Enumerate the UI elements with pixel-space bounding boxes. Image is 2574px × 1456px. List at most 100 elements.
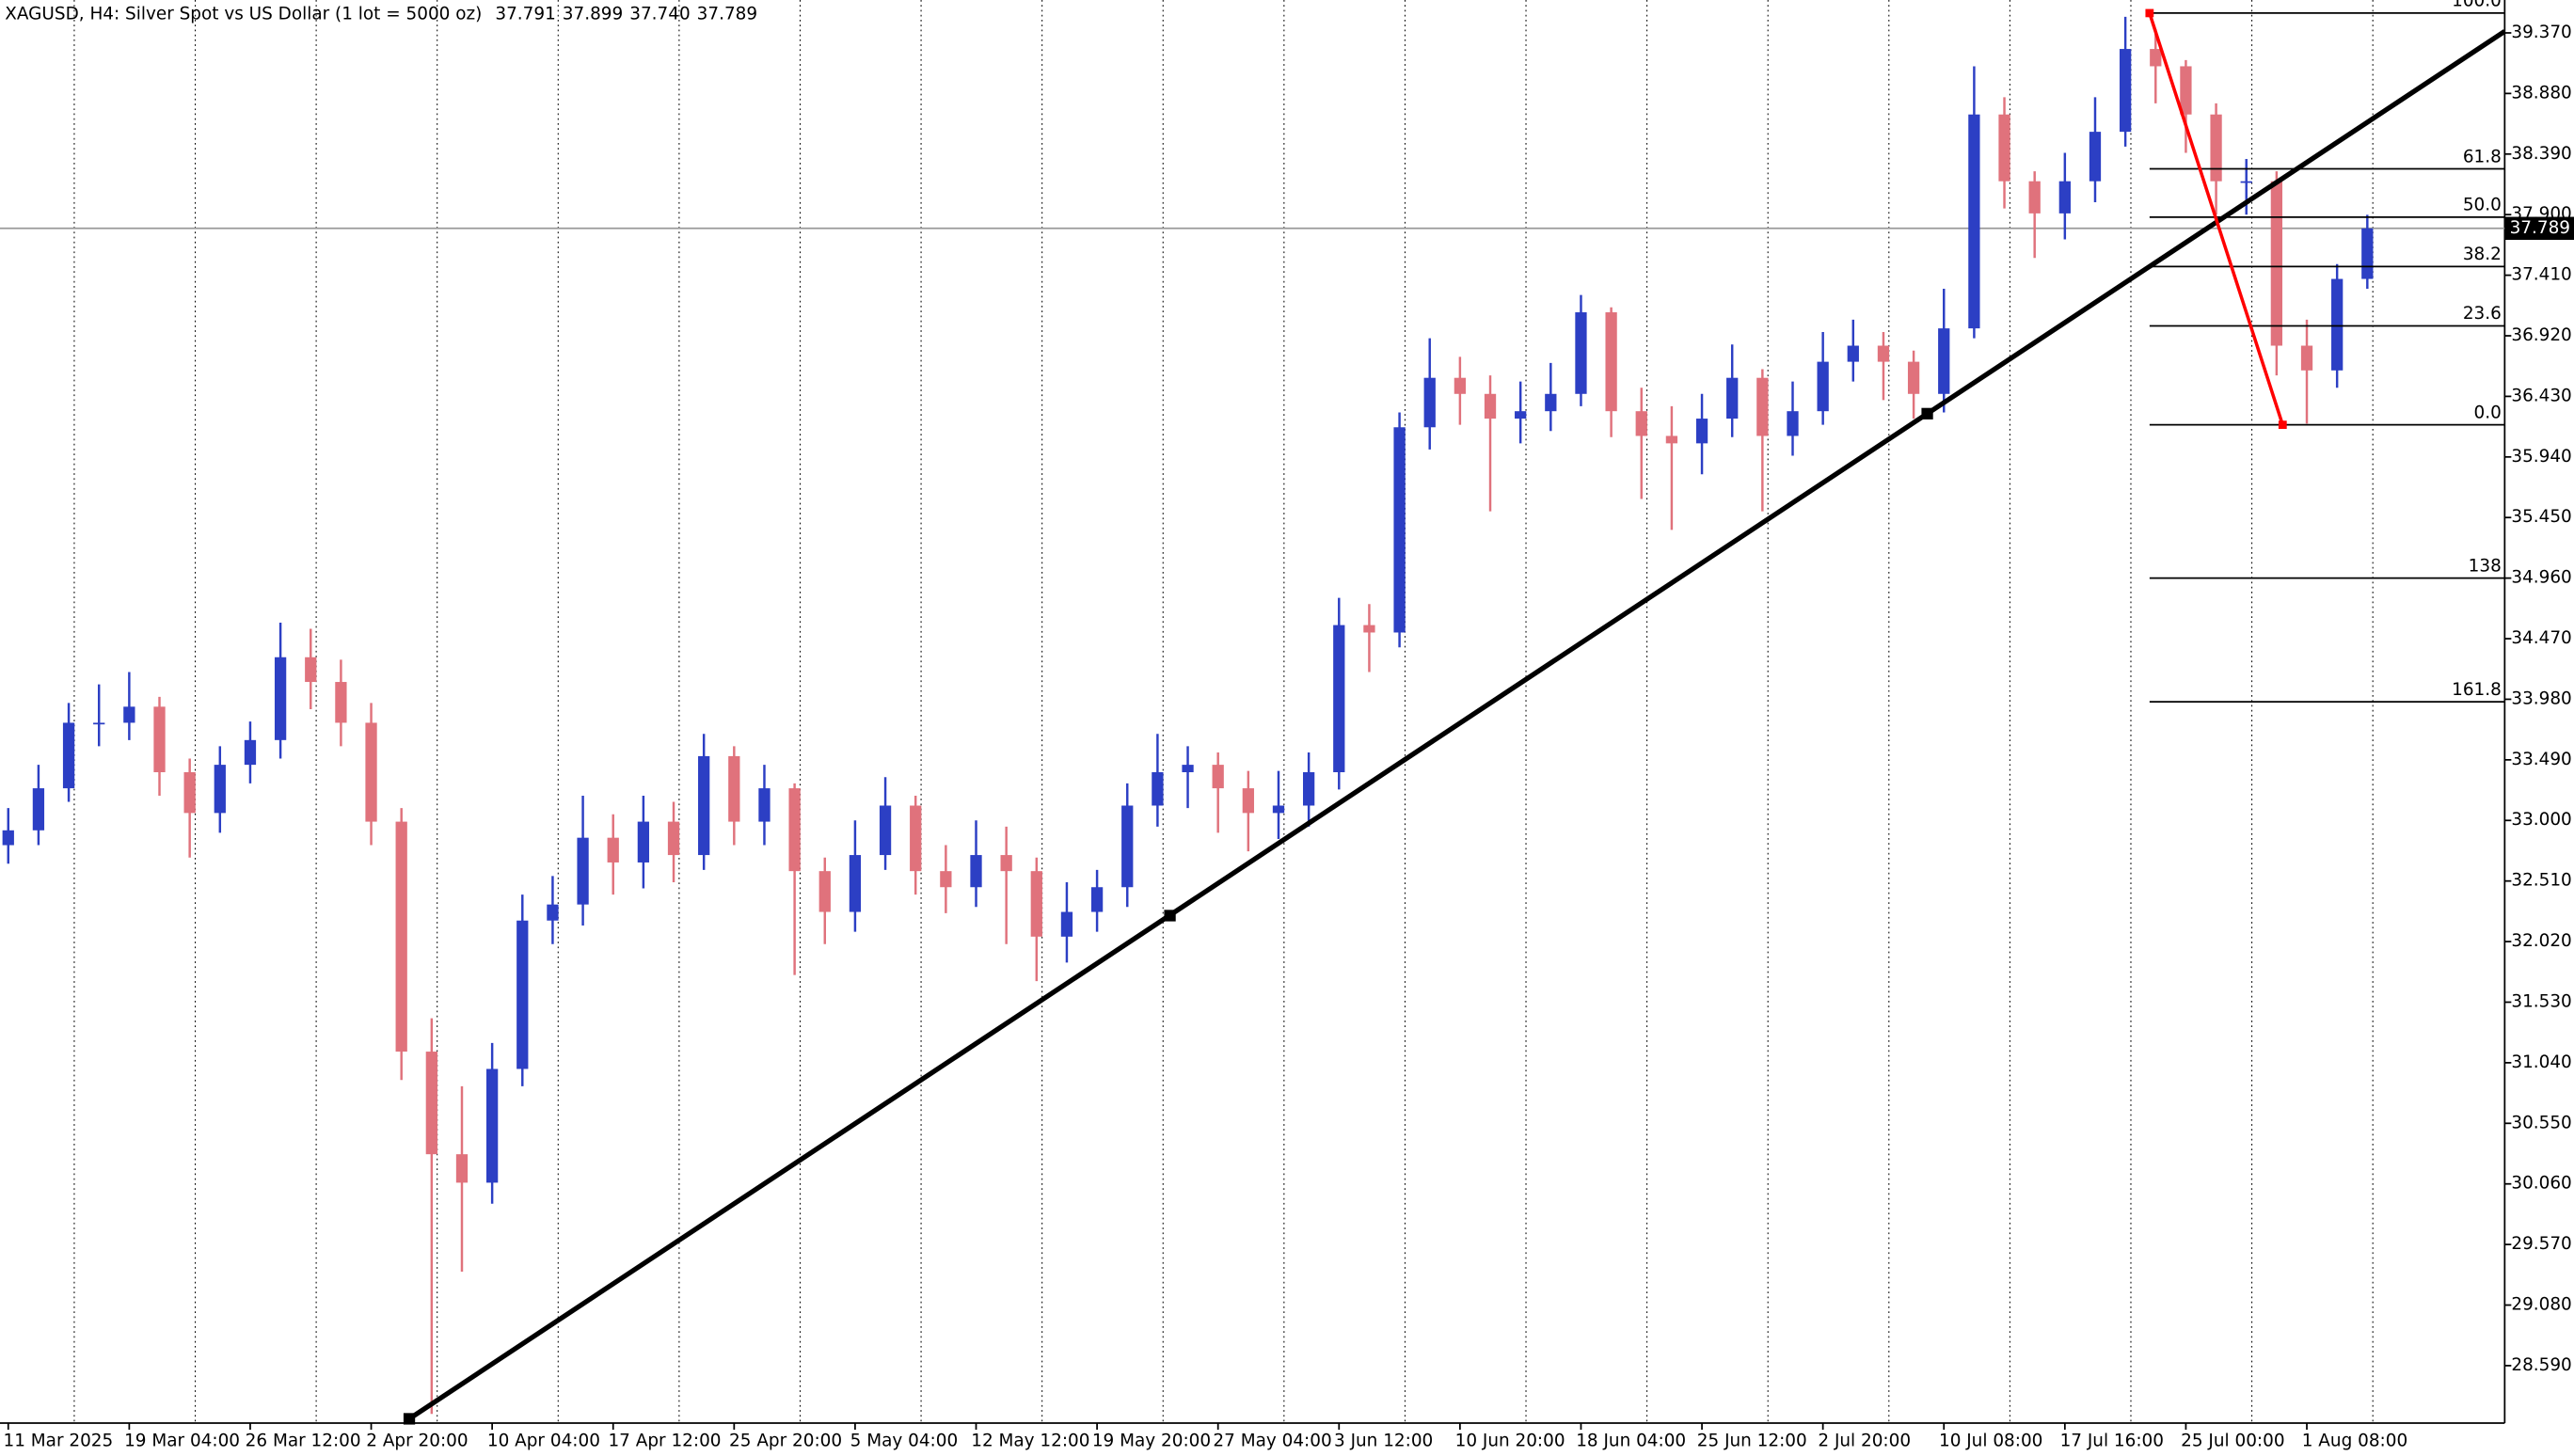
candle-body [1121, 805, 1134, 888]
fib-swing-line [2148, 12, 2284, 426]
candle-body [2, 830, 14, 846]
y-tick-label: 29.080 [2511, 1295, 2571, 1315]
candle-body [2119, 49, 2132, 133]
candle-body [1423, 377, 1436, 428]
candle-body [1000, 855, 1012, 872]
candle-body [335, 682, 347, 723]
candle-body [607, 837, 619, 863]
y-tick-label: 36.920 [2511, 325, 2571, 345]
fib-level-label: 161.8 [2452, 680, 2502, 700]
candle-body [547, 904, 559, 921]
x-tick-label: 2 Apr 20:00 [366, 1431, 468, 1450]
current-price-label: 37.789 [2510, 218, 2570, 238]
trendline-anchor [403, 1413, 416, 1425]
fib-level-label: 50.0 [2463, 196, 2502, 215]
trendline-anchor [1921, 407, 1933, 419]
candle-body [2180, 66, 2192, 115]
y-tick-label: 29.570 [2511, 1234, 2571, 1254]
y-tick-label: 31.530 [2511, 992, 2571, 1012]
candle-body [577, 837, 589, 905]
x-tick-label: 2 Jul 20:00 [1818, 1431, 1911, 1450]
candle-body [274, 657, 287, 740]
y-tick-label: 30.550 [2511, 1113, 2571, 1132]
trendline [407, 29, 2506, 1421]
candle-body [32, 788, 45, 831]
x-tick-label: 1 Aug 08:00 [2302, 1431, 2407, 1450]
candle-body [244, 739, 257, 766]
y-tick-label: 31.040 [2511, 1052, 2571, 1072]
candle-body [1363, 625, 1375, 633]
chart-title: XAGUSD, H4: Silver Spot vs US Dollar (1 … [5, 5, 482, 24]
x-tick-label: 19 Mar 04:00 [124, 1431, 240, 1450]
candle-body [667, 821, 680, 856]
candle-body [1907, 361, 1920, 394]
candle-body [183, 772, 196, 814]
y-tick-label: 33.980 [2511, 688, 2571, 708]
candle-body [1605, 312, 1617, 412]
y-tick-label: 32.020 [2511, 931, 2571, 951]
y-tick-label: 38.880 [2511, 83, 2571, 103]
candle-body [62, 722, 75, 789]
candle-body [940, 871, 952, 888]
candle-body [1938, 328, 1950, 394]
candle-body [2270, 181, 2283, 346]
y-tick-label: 37.410 [2511, 265, 2571, 285]
last-bar-value: 37.740 [629, 5, 690, 24]
x-tick-label: 17 Apr 12:00 [608, 1431, 721, 1450]
candle-body [1302, 772, 1315, 806]
candle-body [849, 855, 862, 912]
chart-header: XAGUSD, H4: Silver Spot vs US Dollar (1 … [5, 5, 757, 24]
y-tick-label: 34.960 [2511, 568, 2571, 588]
fib-level-label: 0.0 [2474, 403, 2502, 422]
candle-body [2361, 228, 2374, 279]
y-tick-label: 39.370 [2511, 23, 2571, 42]
candle-body [305, 657, 317, 683]
fib-level-label: 100.0 [2452, 0, 2502, 11]
x-tick-label: 25 Jun 12:00 [1697, 1431, 1807, 1450]
x-tick-label: 3 Jun 12:00 [1334, 1431, 1433, 1450]
y-tick-label: 30.060 [2511, 1174, 2571, 1194]
candle-body [1968, 114, 1980, 329]
candle-body [1090, 887, 1104, 912]
candle-body [485, 1068, 499, 1183]
y-tick-label: 35.940 [2511, 447, 2571, 467]
candle-body [2331, 278, 2344, 371]
last-bar-value: 37.789 [697, 5, 757, 24]
candle-body [1333, 625, 1345, 773]
candle-body [1182, 765, 1194, 773]
candle-body [698, 755, 710, 856]
candle-body [637, 821, 650, 863]
candle-body [1695, 419, 1708, 444]
current-price-box [2504, 216, 2574, 241]
candle-body [1454, 377, 1467, 394]
candle-body [214, 765, 226, 814]
candle-body [1847, 345, 1859, 362]
candle-body [2058, 181, 2071, 214]
y-tick-label: 33.490 [2511, 750, 2571, 769]
x-tick-label: 25 Apr 20:00 [729, 1431, 842, 1450]
x-tick-label: 27 May 04:00 [1213, 1431, 1331, 1450]
candle-body [758, 788, 771, 822]
candle-body [1152, 772, 1164, 806]
x-tick-label: 11 Mar 2025 [4, 1431, 114, 1450]
fib-anchor [2145, 8, 2154, 18]
candle-body [1393, 427, 1406, 633]
candle-body [1060, 911, 1073, 937]
x-tick-label: 10 Jul 08:00 [1939, 1431, 2042, 1450]
candle-body [1817, 361, 1829, 412]
candle-body [1212, 765, 1224, 789]
candle-body [1787, 411, 1799, 436]
y-tick-label: 33.000 [2511, 810, 2571, 830]
candle-body [395, 821, 407, 1052]
candle-body [1545, 393, 1557, 412]
candle-body [425, 1052, 437, 1155]
fib-anchor [2278, 420, 2287, 430]
candle-body [153, 706, 166, 773]
x-tick-label: 10 Jun 20:00 [1455, 1431, 1565, 1450]
x-tick-label: 18 Jun 04:00 [1576, 1431, 1686, 1450]
candle-body [879, 805, 892, 856]
fib-level-label: 61.8 [2463, 147, 2502, 166]
candle-body [818, 871, 831, 912]
